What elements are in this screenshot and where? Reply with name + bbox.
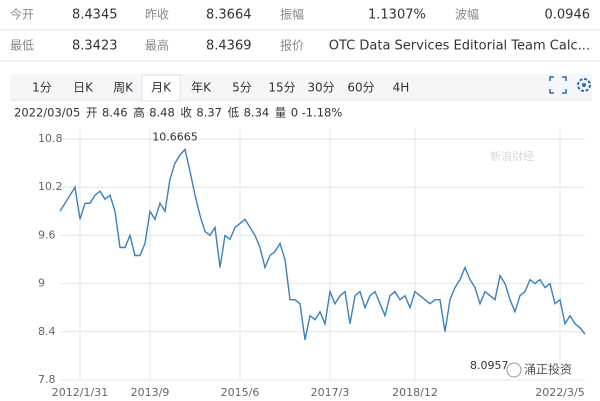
info-label: 低 <box>228 106 240 120</box>
info-date: 2022/03/05 <box>14 106 80 120</box>
info-label: 开 <box>86 106 98 120</box>
tab[interactable]: 周K <box>113 81 134 95</box>
y-tick-label: 10.2 <box>38 180 63 193</box>
info-value: 8.48 <box>149 106 175 120</box>
info-value: 8.34 <box>244 106 270 120</box>
tab[interactable]: 1分 <box>32 81 52 95</box>
info-label: 量 <box>275 106 287 120</box>
x-tick-label: 2013/9 <box>131 386 170 399</box>
max-annotation: 10.6665 <box>152 130 198 143</box>
tab-selected <box>141 74 181 102</box>
quote-label: 报价 <box>280 38 304 53</box>
tab[interactable]: 5分 <box>232 81 252 95</box>
info-value: 8.37 <box>196 106 222 120</box>
tab[interactable]: 日K <box>73 81 94 95</box>
x-tick-label: 2022/3/5 <box>535 386 584 399</box>
x-tick-label: 2012/1/31 <box>52 386 108 399</box>
y-tick-label: 7.8 <box>38 373 56 386</box>
quote-value: 8.4345 <box>72 8 118 23</box>
min-annotation: 8.0957 <box>470 359 509 372</box>
y-tick-label: 9.6 <box>38 228 56 241</box>
tab[interactable]: 60分 <box>347 81 374 95</box>
sina-watermark: 新浪财经 <box>490 149 534 163</box>
info-label: 收 <box>180 106 192 120</box>
settings-icon[interactable] <box>577 78 591 92</box>
tab[interactable]: 月K <box>151 81 172 95</box>
info-value: 0 <box>291 106 298 120</box>
y-tick-label: 9 <box>38 277 45 290</box>
quote-label: 振幅 <box>280 7 304 22</box>
x-tick-label: 2018/12 <box>392 386 438 399</box>
quote-value: 8.3664 <box>206 8 252 23</box>
price-line <box>59 147 586 340</box>
info-value: 8.46 <box>102 106 128 120</box>
quote-label: 最低 <box>10 39 34 53</box>
tab[interactable]: 年K <box>191 81 212 95</box>
x-tick-label: 2017/3 <box>311 386 350 399</box>
quote-value: OTC Data Services Editorial Team Calc... <box>329 39 590 54</box>
quote-value: 1.1307% <box>368 8 426 23</box>
quote-value: 0.0946 <box>545 8 591 23</box>
info-label: 高 <box>133 106 145 120</box>
x-tick-label: 2015/6 <box>221 386 260 399</box>
y-tick-label: 10.8 <box>38 132 63 145</box>
y-tick-label: 8.4 <box>38 325 56 338</box>
fullscreen-icon[interactable] <box>549 76 567 94</box>
quote-label: 最高 <box>145 38 169 53</box>
quote-label: 今开 <box>10 7 34 22</box>
quote-label: 昨收 <box>145 8 169 22</box>
quote-value: 8.3423 <box>72 39 118 54</box>
tab-bar <box>10 74 592 100</box>
info-change: -1.18% <box>302 106 343 120</box>
quote-label: 波幅 <box>455 7 479 22</box>
wechat-watermark: 涌正投资 <box>524 362 572 377</box>
wechat-icon <box>506 362 522 378</box>
quote-value: 8.4369 <box>206 39 252 54</box>
tab[interactable]: 30分 <box>307 81 334 95</box>
tab[interactable]: 4H <box>393 81 410 95</box>
tab[interactable]: 15分 <box>268 81 295 95</box>
